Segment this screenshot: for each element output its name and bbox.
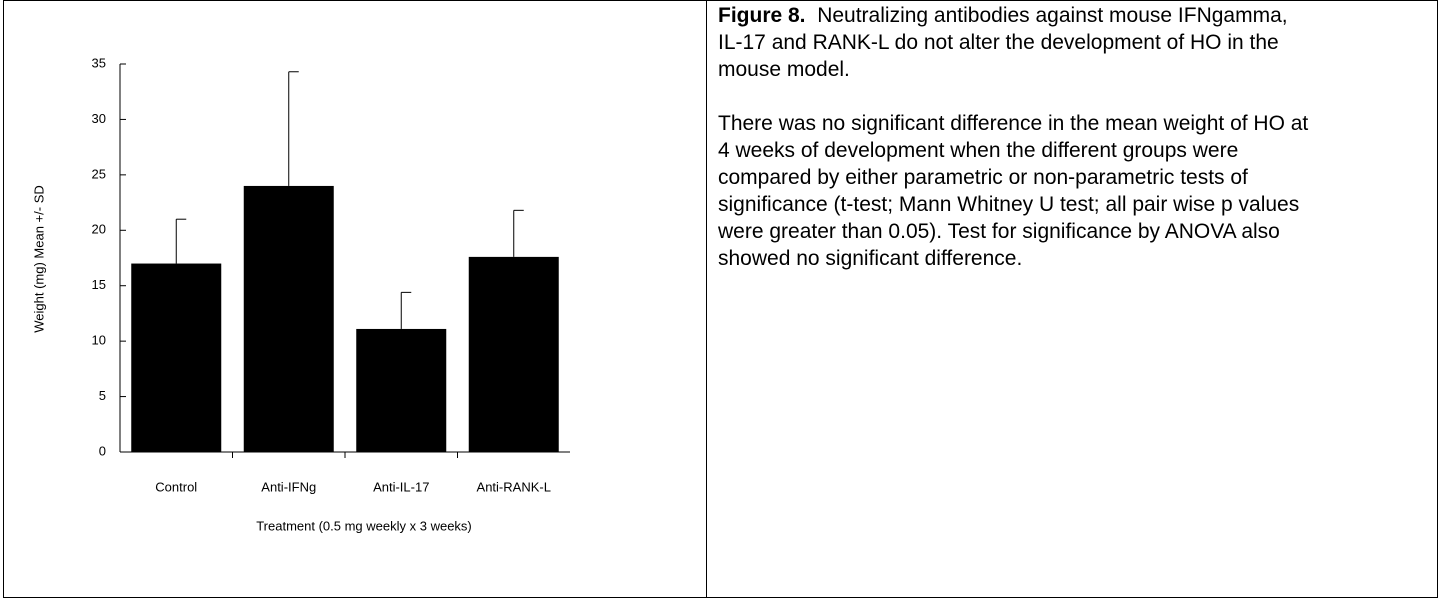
bar xyxy=(356,328,447,452)
y-tick-label: 0 xyxy=(99,443,106,458)
figure-label: Figure 8. xyxy=(718,4,806,27)
y-axis-title: Weight (mg) Mean +/- SD xyxy=(31,185,46,333)
table-border xyxy=(3,0,1438,598)
cell-divider xyxy=(706,0,707,597)
bar xyxy=(468,256,559,452)
caption: Figure 8. Neutralizing antibodies agains… xyxy=(718,2,1316,299)
y-tick-label: 25 xyxy=(92,166,106,181)
y-tick-label: 30 xyxy=(92,111,106,126)
x-tick-label: Control xyxy=(155,479,197,494)
caption-body: There was no significant difference in t… xyxy=(718,112,1309,270)
x-tick-label: Anti-IL-17 xyxy=(373,479,429,494)
y-tick-label: 20 xyxy=(92,222,106,237)
y-tick-label: 35 xyxy=(92,55,106,70)
chart: Treatment (0.5 mg weekly x 3 weeks) Weig… xyxy=(31,55,570,533)
y-tick-label: 5 xyxy=(99,388,106,403)
figure-title: Neutralizing antibodies against mouse IF… xyxy=(718,4,1288,81)
x-tick-label: Anti-RANK-L xyxy=(477,479,551,494)
x-axis-title: Treatment (0.5 mg weekly x 3 weeks) xyxy=(256,518,472,533)
bar xyxy=(131,263,222,452)
y-tick-label: 15 xyxy=(92,277,106,292)
caption-heading: Figure 8. Neutralizing antibodies agains… xyxy=(718,2,1316,83)
y-tick-label: 10 xyxy=(92,333,106,348)
x-tick-label: Anti-IFNg xyxy=(261,479,316,494)
bar xyxy=(243,185,334,452)
